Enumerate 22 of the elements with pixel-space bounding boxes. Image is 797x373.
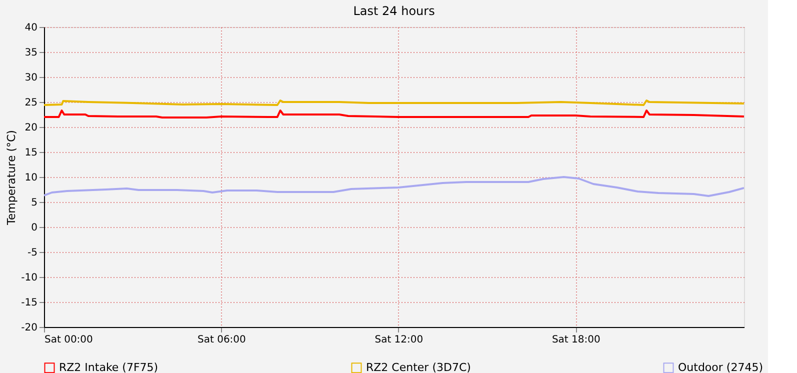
x-tick-label: Sat 00:00 <box>44 334 93 346</box>
x-tick-label: Sat 06:00 <box>198 334 246 346</box>
legend-label: RZ2 Center (3D7C) <box>366 360 471 373</box>
y-tick-label: -20 <box>21 322 38 334</box>
y-tick-label: -15 <box>21 298 38 308</box>
y-axis-title: Temperature (°C) <box>5 130 18 226</box>
legend-label: RZ2 Intake (7F75) <box>59 360 158 373</box>
y-tick-label: 30 <box>24 72 38 84</box>
legend-label: Outdoor (2745) <box>678 360 763 373</box>
y-tick-label: 10 <box>24 172 38 184</box>
x-tick-label: Sat 18:00 <box>552 334 600 346</box>
y-tick-label: 25 <box>24 98 38 108</box>
y-tick-label: 35 <box>24 48 38 58</box>
y-tick-label: -10 <box>21 272 38 284</box>
y-tick-label: 0 <box>31 222 38 234</box>
y-tick-label: 40 <box>24 22 38 34</box>
y-tick-label: -5 <box>28 248 38 258</box>
y-tick-label: 15 <box>24 148 38 158</box>
y-tick-label: 20 <box>24 122 38 134</box>
y-tick-label: 5 <box>31 198 38 208</box>
chart-title: Last 24 hours <box>353 4 435 18</box>
x-tick-label: Sat 12:00 <box>374 334 424 346</box>
